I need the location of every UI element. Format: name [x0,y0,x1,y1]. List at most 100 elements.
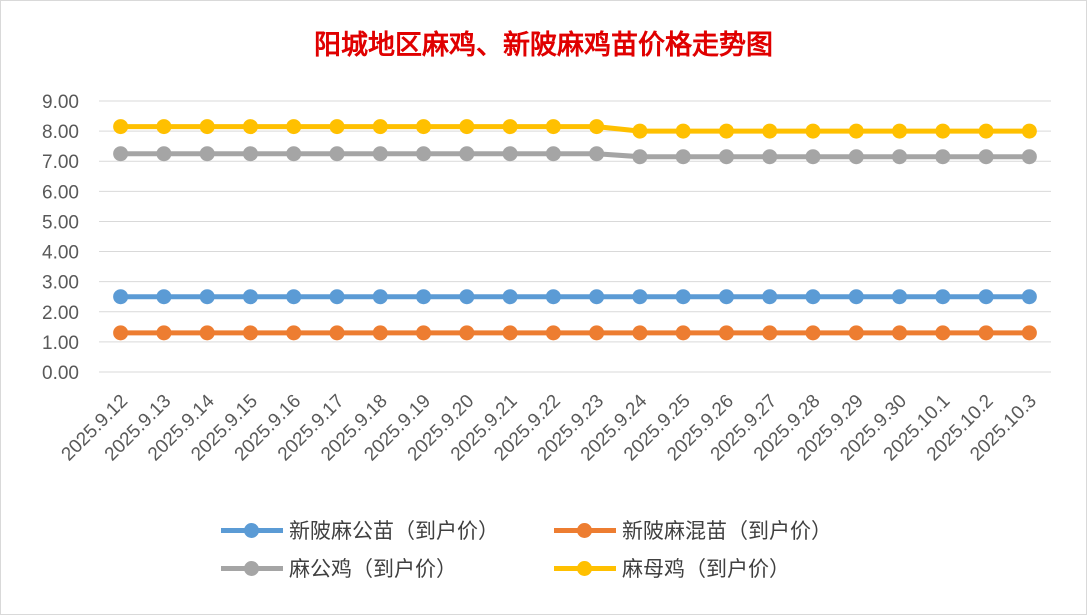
series-1-point-20 [978,325,994,341]
series-2-point-6 [372,146,388,162]
series-0-point-13 [675,289,691,305]
legend-item-3: 麻母鸡（到户价） [554,553,790,583]
y-tick-label-2: 2.00 [42,303,79,324]
y-tick-label-9: 9.00 [42,92,79,113]
series-3-point-21 [1021,123,1037,139]
series-3-point-20 [978,123,994,139]
series-1-point-14 [718,325,734,341]
series-2-point-14 [718,149,734,165]
series-0-point-16 [805,289,821,305]
series-1-point-9 [502,325,518,341]
legend-swatch-2 [221,558,283,578]
series-0-point-4 [286,289,302,305]
legend-label-1: 新陂麻混苗（到户价） [622,519,832,543]
series-3-point-9 [502,119,518,135]
series-0-point-17 [848,289,864,305]
series-1-point-5 [329,325,345,341]
series-2-point-2 [199,146,215,162]
series-3-point-2 [199,119,215,135]
series-2-point-19 [935,149,951,165]
series-3-point-6 [372,119,388,135]
series-2-point-7 [416,146,432,162]
series-3-point-16 [805,123,821,139]
series-0-point-6 [372,289,388,305]
series-3-point-5 [329,119,345,135]
legend-dot-3 [577,561,592,576]
series-2-point-17 [848,149,864,165]
series-3-point-11 [589,119,605,135]
series-0-point-15 [762,289,778,305]
y-tick-label-0: 0.00 [42,363,79,384]
legend-swatch-0 [221,520,283,540]
series-0-point-5 [329,289,345,305]
y-tick-label-6: 6.00 [42,182,79,203]
series-3-point-14 [718,123,734,139]
series-0-point-10 [545,289,561,305]
series-2-point-0 [113,146,129,162]
series-0-point-8 [459,289,475,305]
series-1-point-1 [156,325,172,341]
series-3-point-13 [675,123,691,139]
legend-dot-1 [577,523,592,538]
series-3-point-1 [156,119,172,135]
series-0-point-1 [156,289,172,305]
series-2-point-20 [978,149,994,165]
series-0-point-21 [1021,289,1037,305]
series-1-point-16 [805,325,821,341]
series-0-point-14 [718,289,734,305]
series-1-point-17 [848,325,864,341]
series-3-point-3 [242,119,258,135]
series-0-point-0 [113,289,129,305]
series-1-point-11 [589,325,605,341]
series-3-point-15 [762,123,778,139]
series-0-point-7 [416,289,432,305]
series-2-point-8 [459,146,475,162]
series-1-point-13 [675,325,691,341]
series-1-point-6 [372,325,388,341]
series-2-point-4 [286,146,302,162]
series-2-point-5 [329,146,345,162]
series-2-point-10 [545,146,561,162]
series-1-point-8 [459,325,475,341]
series-0-point-12 [632,289,648,305]
series-3-point-17 [848,123,864,139]
legend-label-0: 新陂麻公苗（到户价） [289,519,499,543]
series-3-point-4 [286,119,302,135]
y-tick-label-3: 3.00 [42,273,79,294]
series-line-3 [120,124,1030,134]
series-1-point-3 [242,325,258,341]
y-tick-label-1: 1.00 [42,333,79,354]
series-2-point-21 [1021,149,1037,165]
legend-swatch-1 [554,520,616,540]
series-2-point-9 [502,146,518,162]
series-3-point-18 [892,123,908,139]
y-tick-label-5: 5.00 [42,212,79,233]
series-2-point-11 [589,146,605,162]
y-tick-label-8: 8.00 [42,122,79,143]
series-0-point-3 [242,289,258,305]
series-3-point-7 [416,119,432,135]
series-3-point-12 [632,123,648,139]
series-3-point-19 [935,123,951,139]
legend-item-0: 新陂麻公苗（到户价） [221,515,499,545]
series-2-point-3 [242,146,258,162]
series-1-point-4 [286,325,302,341]
legend-dot-2 [244,561,259,576]
series-0-point-11 [589,289,605,305]
series-3-point-8 [459,119,475,135]
series-2-point-15 [762,149,778,165]
series-0-point-20 [978,289,994,305]
series-0-point-19 [935,289,951,305]
series-2-point-12 [632,149,648,165]
series-1-point-19 [935,325,951,341]
series-3-point-0 [113,119,129,135]
series-0-point-9 [502,289,518,305]
series-2-point-18 [892,149,908,165]
y-tick-label-4: 4.00 [42,243,79,264]
legend-dot-0 [244,523,259,538]
series-1-point-12 [632,325,648,341]
legend-label-3: 麻母鸡（到户价） [622,557,790,581]
legend-item-2: 麻公鸡（到户价） [221,553,457,583]
